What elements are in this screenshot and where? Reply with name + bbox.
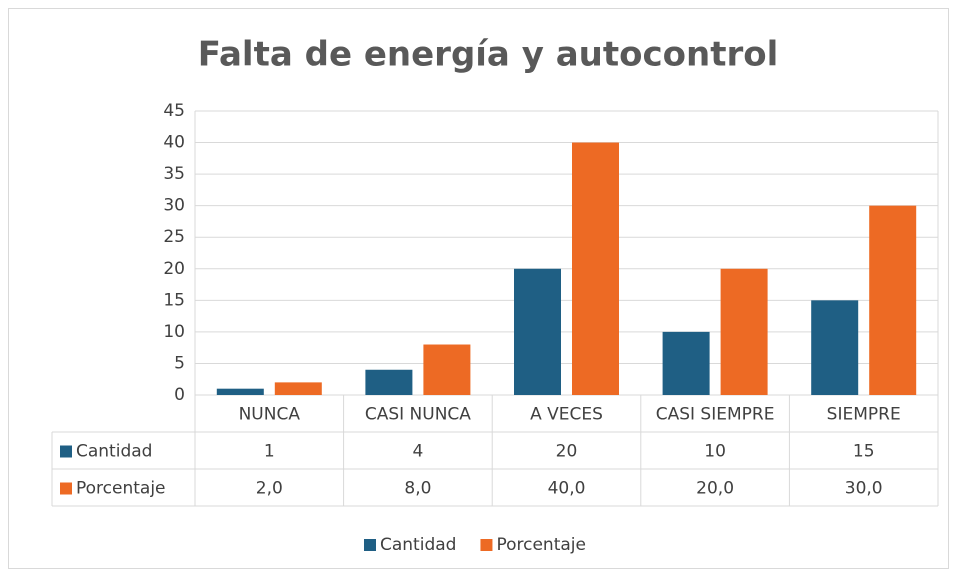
y-tick-label: 10 bbox=[163, 322, 185, 342]
x-tick-label: SIEMPRE bbox=[827, 405, 901, 425]
bar bbox=[274, 382, 322, 395]
bar bbox=[662, 331, 710, 395]
table-value: 20,0 bbox=[696, 479, 734, 499]
table-value: 15 bbox=[853, 442, 875, 462]
table-value: 10 bbox=[704, 442, 726, 462]
y-tick-label: 15 bbox=[163, 290, 185, 310]
table-value: 20 bbox=[556, 442, 578, 462]
y-tick-label: 40 bbox=[163, 133, 185, 153]
table-legend-key bbox=[60, 445, 72, 458]
bar bbox=[216, 388, 264, 395]
table-series-name: Cantidad bbox=[76, 442, 152, 462]
chart-title: Falta de energía y autocontrol bbox=[198, 35, 778, 75]
y-tick-label: 45 bbox=[163, 101, 185, 121]
bar bbox=[423, 344, 471, 395]
y-tick-label: 20 bbox=[163, 259, 185, 279]
legend-key bbox=[480, 539, 493, 551]
bar bbox=[811, 300, 859, 395]
table-value: 30,0 bbox=[845, 479, 883, 499]
x-tick-label: CASI NUNCA bbox=[365, 405, 471, 425]
table-value: 4 bbox=[412, 442, 423, 462]
table-value: 2,0 bbox=[256, 479, 283, 499]
y-tick-label: 0 bbox=[174, 385, 185, 405]
x-tick-label: NUNCA bbox=[239, 405, 301, 425]
bar bbox=[720, 268, 768, 395]
table-value: 1 bbox=[264, 442, 275, 462]
bar bbox=[514, 268, 561, 395]
legend-key bbox=[364, 539, 376, 551]
y-tick-label: 30 bbox=[163, 196, 185, 216]
bar bbox=[365, 369, 413, 395]
bar bbox=[869, 205, 917, 395]
x-tick-label: A VECES bbox=[530, 405, 603, 425]
table-legend-key bbox=[60, 482, 72, 495]
bar bbox=[572, 142, 619, 395]
legend-label: Porcentaje bbox=[496, 535, 586, 555]
chart-border bbox=[8, 8, 949, 569]
y-tick-label: 35 bbox=[163, 164, 185, 184]
y-tick-label: 25 bbox=[163, 227, 185, 247]
legend-label: Cantidad bbox=[380, 535, 456, 555]
table-series-name: Porcentaje bbox=[76, 479, 166, 499]
table-value: 8,0 bbox=[404, 479, 431, 499]
y-tick-label: 5 bbox=[174, 353, 185, 373]
x-tick-label: CASI SIEMPRE bbox=[656, 405, 775, 425]
table-value: 40,0 bbox=[548, 479, 586, 499]
